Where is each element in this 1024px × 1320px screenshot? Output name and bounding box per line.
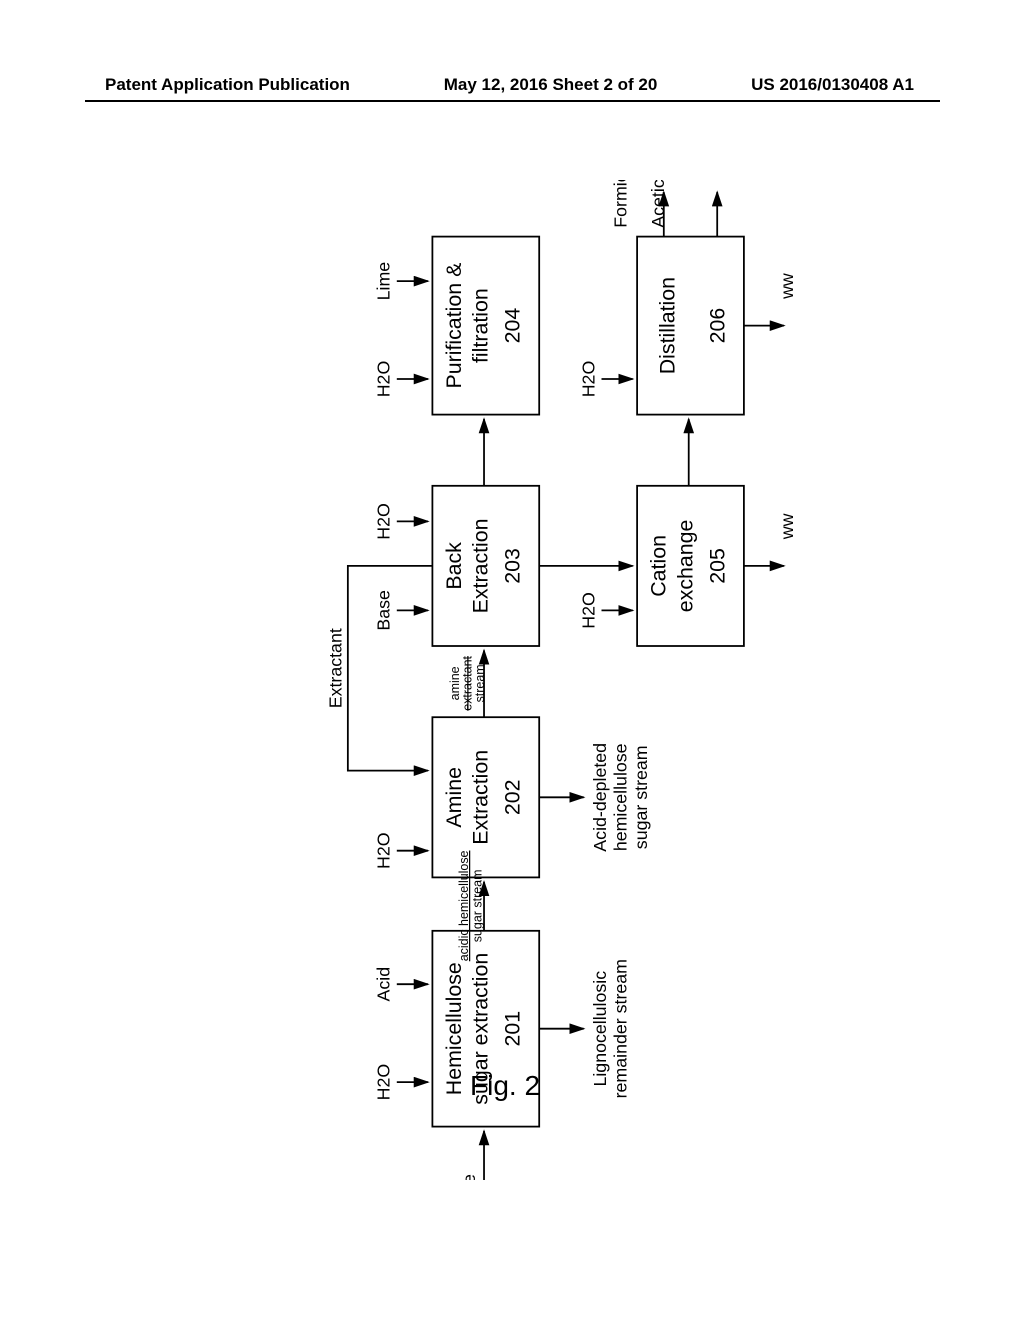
lbl-206-h2o: H2O — [578, 361, 598, 398]
b201-l1: Hemicellulose — [442, 962, 466, 1095]
lbl-ligno-rem-1: Lignocellulosic — [590, 971, 610, 1087]
lbl-formic: Formic Acid — [610, 180, 630, 228]
b204-l1: Purification & — [442, 263, 466, 389]
lbl-204-h2o: H2O — [374, 361, 394, 398]
header-rule — [85, 100, 940, 102]
lbl-acidic-hc-2: sugar stream — [470, 870, 484, 943]
lbl-201-h2o: H2O — [374, 1064, 394, 1101]
box-204: Purification & filtration 204 — [432, 237, 539, 415]
b202-l1: Amine — [442, 767, 466, 828]
lbl-acidic-hc-1: acidic hemicellulose — [457, 850, 471, 961]
b204-num: 204 — [501, 308, 525, 344]
b205-l2: exchange — [673, 520, 697, 613]
lbl-amine-3: stream — [473, 664, 487, 702]
lbl-ligno-rem-2: remainder stream — [610, 959, 630, 1098]
b206-num: 206 — [705, 308, 729, 344]
b205-l1: Cation — [647, 535, 671, 597]
lbl-205-ww: ww — [777, 513, 797, 540]
b203-l2: Extraction — [469, 518, 493, 613]
lbl-extractant: Extractant — [326, 628, 346, 708]
box-202: Amine Extraction 202 — [432, 717, 539, 877]
b202-num: 202 — [501, 779, 525, 815]
b203-num: 203 — [501, 548, 525, 584]
box-206: Distillation 206 — [637, 237, 744, 415]
lbl-acid-dep-3: sugar stream — [631, 745, 651, 849]
lbl-202-h2o: H2O — [374, 832, 394, 869]
lbl-lignocellulose: Lignocellulose — [459, 1174, 479, 1180]
lbl-acid-dep-2: hemicellulose — [610, 743, 630, 851]
diagram-container: Hemicellulose sugar extraction 201 Amine… — [112, 180, 912, 1180]
lbl-204-lime: Lime — [374, 262, 394, 301]
box-203: Back Extraction 203 — [432, 486, 539, 646]
lbl-203-base: Base — [374, 590, 394, 631]
header-left: Patent Application Publication — [105, 75, 350, 95]
box-205: Cation exchange 205 — [637, 486, 744, 646]
lbl-acid-dep-1: Acid-depleted — [590, 743, 610, 852]
lbl-206-ww: ww — [777, 273, 797, 300]
b201-num: 201 — [501, 1011, 525, 1047]
b202-l2: Extraction — [469, 750, 493, 845]
lbl-acetic: Acetic Acid — [648, 180, 668, 228]
header-center: May 12, 2016 Sheet 2 of 20 — [444, 75, 658, 95]
header-right: US 2016/0130408 A1 — [751, 75, 914, 95]
lbl-205-h2o: H2O — [578, 592, 598, 629]
b203-l1: Back — [442, 542, 466, 590]
figure-label: Fig. 2 — [470, 1070, 540, 1102]
b206-l1: Distillation — [655, 277, 679, 374]
lbl-203-h2o: H2O — [374, 503, 394, 540]
flow-diagram: Hemicellulose sugar extraction 201 Amine… — [112, 180, 912, 1180]
lbl-201-acid: Acid — [374, 967, 394, 1002]
b205-num: 205 — [705, 548, 729, 584]
b204-l2: filtration — [469, 288, 493, 363]
